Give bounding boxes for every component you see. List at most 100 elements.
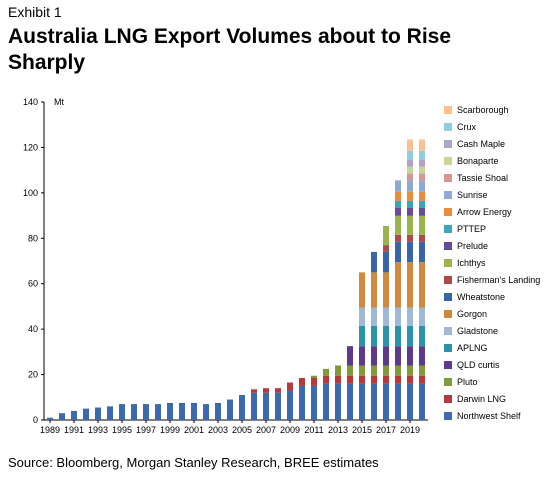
bar-segment bbox=[251, 392, 257, 420]
bar-segment bbox=[323, 375, 329, 384]
bar-segment bbox=[407, 200, 413, 208]
bar-segment bbox=[347, 383, 353, 420]
bar-segment bbox=[239, 395, 245, 420]
bar-segment bbox=[359, 346, 365, 366]
bar-segment bbox=[371, 272, 377, 308]
legend-swatch bbox=[444, 293, 452, 301]
bar-segment bbox=[83, 408, 89, 420]
legend-swatch bbox=[444, 174, 452, 182]
legend-swatch bbox=[444, 327, 452, 335]
legend-swatch bbox=[444, 191, 452, 199]
x-tick-label: 1989 bbox=[40, 425, 60, 435]
bar-segment bbox=[335, 375, 341, 384]
bar-segment bbox=[419, 307, 425, 326]
bar-segment bbox=[155, 404, 161, 420]
bar-segment bbox=[71, 410, 77, 420]
bar-segment bbox=[371, 251, 377, 273]
x-tick-label: 1991 bbox=[64, 425, 84, 435]
bar-segment bbox=[191, 402, 197, 420]
legend-label: Crux bbox=[457, 122, 477, 132]
bar-segment bbox=[383, 307, 389, 326]
legend-swatch bbox=[444, 259, 452, 267]
bar-segment bbox=[311, 385, 317, 420]
legend-swatch bbox=[444, 208, 452, 216]
bar-segment bbox=[395, 325, 401, 347]
bar-segment bbox=[203, 404, 209, 420]
bar-segment bbox=[419, 166, 425, 174]
bar-segment bbox=[395, 307, 401, 326]
legend-label: Sunrise bbox=[457, 190, 488, 200]
legend-label: Northwest Shelf bbox=[457, 411, 521, 421]
bar-segment bbox=[407, 191, 413, 201]
bar-segment bbox=[179, 402, 185, 420]
bar-segment bbox=[407, 215, 413, 235]
legend-swatch bbox=[444, 106, 452, 114]
bar-segment bbox=[47, 417, 53, 420]
bar-segment bbox=[263, 388, 269, 393]
bar-segment bbox=[419, 346, 425, 366]
bar-segment bbox=[359, 375, 365, 384]
bar-segment bbox=[419, 375, 425, 384]
y-tick-label: 120 bbox=[23, 142, 38, 152]
legend-swatch bbox=[444, 344, 452, 352]
legend-label: Gladstone bbox=[457, 326, 498, 336]
bar-segment bbox=[419, 365, 425, 376]
legend-label: Darwin LNG bbox=[457, 394, 506, 404]
bar-segment bbox=[287, 382, 293, 391]
bar-segment bbox=[323, 368, 329, 376]
bar-segment bbox=[335, 383, 341, 420]
legend-label: Bonaparte bbox=[457, 156, 499, 166]
legend-label: Ichthys bbox=[457, 258, 486, 268]
y-tick-label: 140 bbox=[23, 97, 38, 107]
exhibit-label: Exhibit 1 bbox=[8, 4, 62, 20]
legend-label: Arrow Energy bbox=[457, 207, 512, 217]
bar-segment bbox=[395, 241, 401, 263]
bar-segment bbox=[263, 392, 269, 420]
bar-segment bbox=[383, 226, 389, 246]
bar-segment bbox=[419, 150, 425, 160]
bar-segment bbox=[383, 251, 389, 273]
legend-label: Scarborough bbox=[457, 105, 509, 115]
bar-segment bbox=[107, 406, 113, 420]
bar-segment bbox=[359, 272, 365, 308]
bar-segment bbox=[311, 377, 317, 386]
legend-swatch bbox=[444, 242, 452, 250]
bar-segment bbox=[419, 200, 425, 208]
bar-segment bbox=[359, 383, 365, 420]
bar-segment bbox=[407, 307, 413, 326]
bar-segment bbox=[407, 241, 413, 263]
legend-label: PTTEP bbox=[457, 224, 486, 234]
y-tick-label: 80 bbox=[28, 233, 38, 243]
bar-segment bbox=[419, 159, 425, 167]
bar-segment bbox=[359, 325, 365, 347]
x-tick-label: 1999 bbox=[160, 425, 180, 435]
bar-segment bbox=[407, 150, 413, 160]
bar-segment bbox=[407, 234, 413, 242]
bar-segment bbox=[419, 262, 425, 308]
bar-segment bbox=[383, 346, 389, 366]
bar-segment bbox=[395, 346, 401, 366]
bar-segment bbox=[347, 375, 353, 384]
y-tick-label: 0 bbox=[33, 415, 38, 425]
legend-swatch bbox=[444, 123, 452, 131]
bar-segment bbox=[299, 385, 305, 420]
legend-swatch bbox=[444, 140, 452, 148]
x-tick-label: 2007 bbox=[256, 425, 276, 435]
bar-segment bbox=[419, 383, 425, 420]
bar-segment bbox=[371, 346, 377, 366]
bar-segment bbox=[383, 375, 389, 384]
bar-segment bbox=[407, 375, 413, 384]
x-tick-label: 2009 bbox=[280, 425, 300, 435]
bar-segment bbox=[395, 234, 401, 242]
bar-segment bbox=[371, 325, 377, 347]
bar-segment bbox=[419, 325, 425, 347]
bar-segment bbox=[347, 346, 353, 366]
bar-segment bbox=[395, 262, 401, 308]
bar-segment bbox=[395, 200, 401, 208]
x-tick-label: 2019 bbox=[400, 425, 420, 435]
bar-segment bbox=[311, 375, 317, 378]
bar-segment bbox=[419, 180, 425, 192]
bar-segment bbox=[275, 392, 281, 420]
x-tick-label: 1997 bbox=[136, 425, 156, 435]
